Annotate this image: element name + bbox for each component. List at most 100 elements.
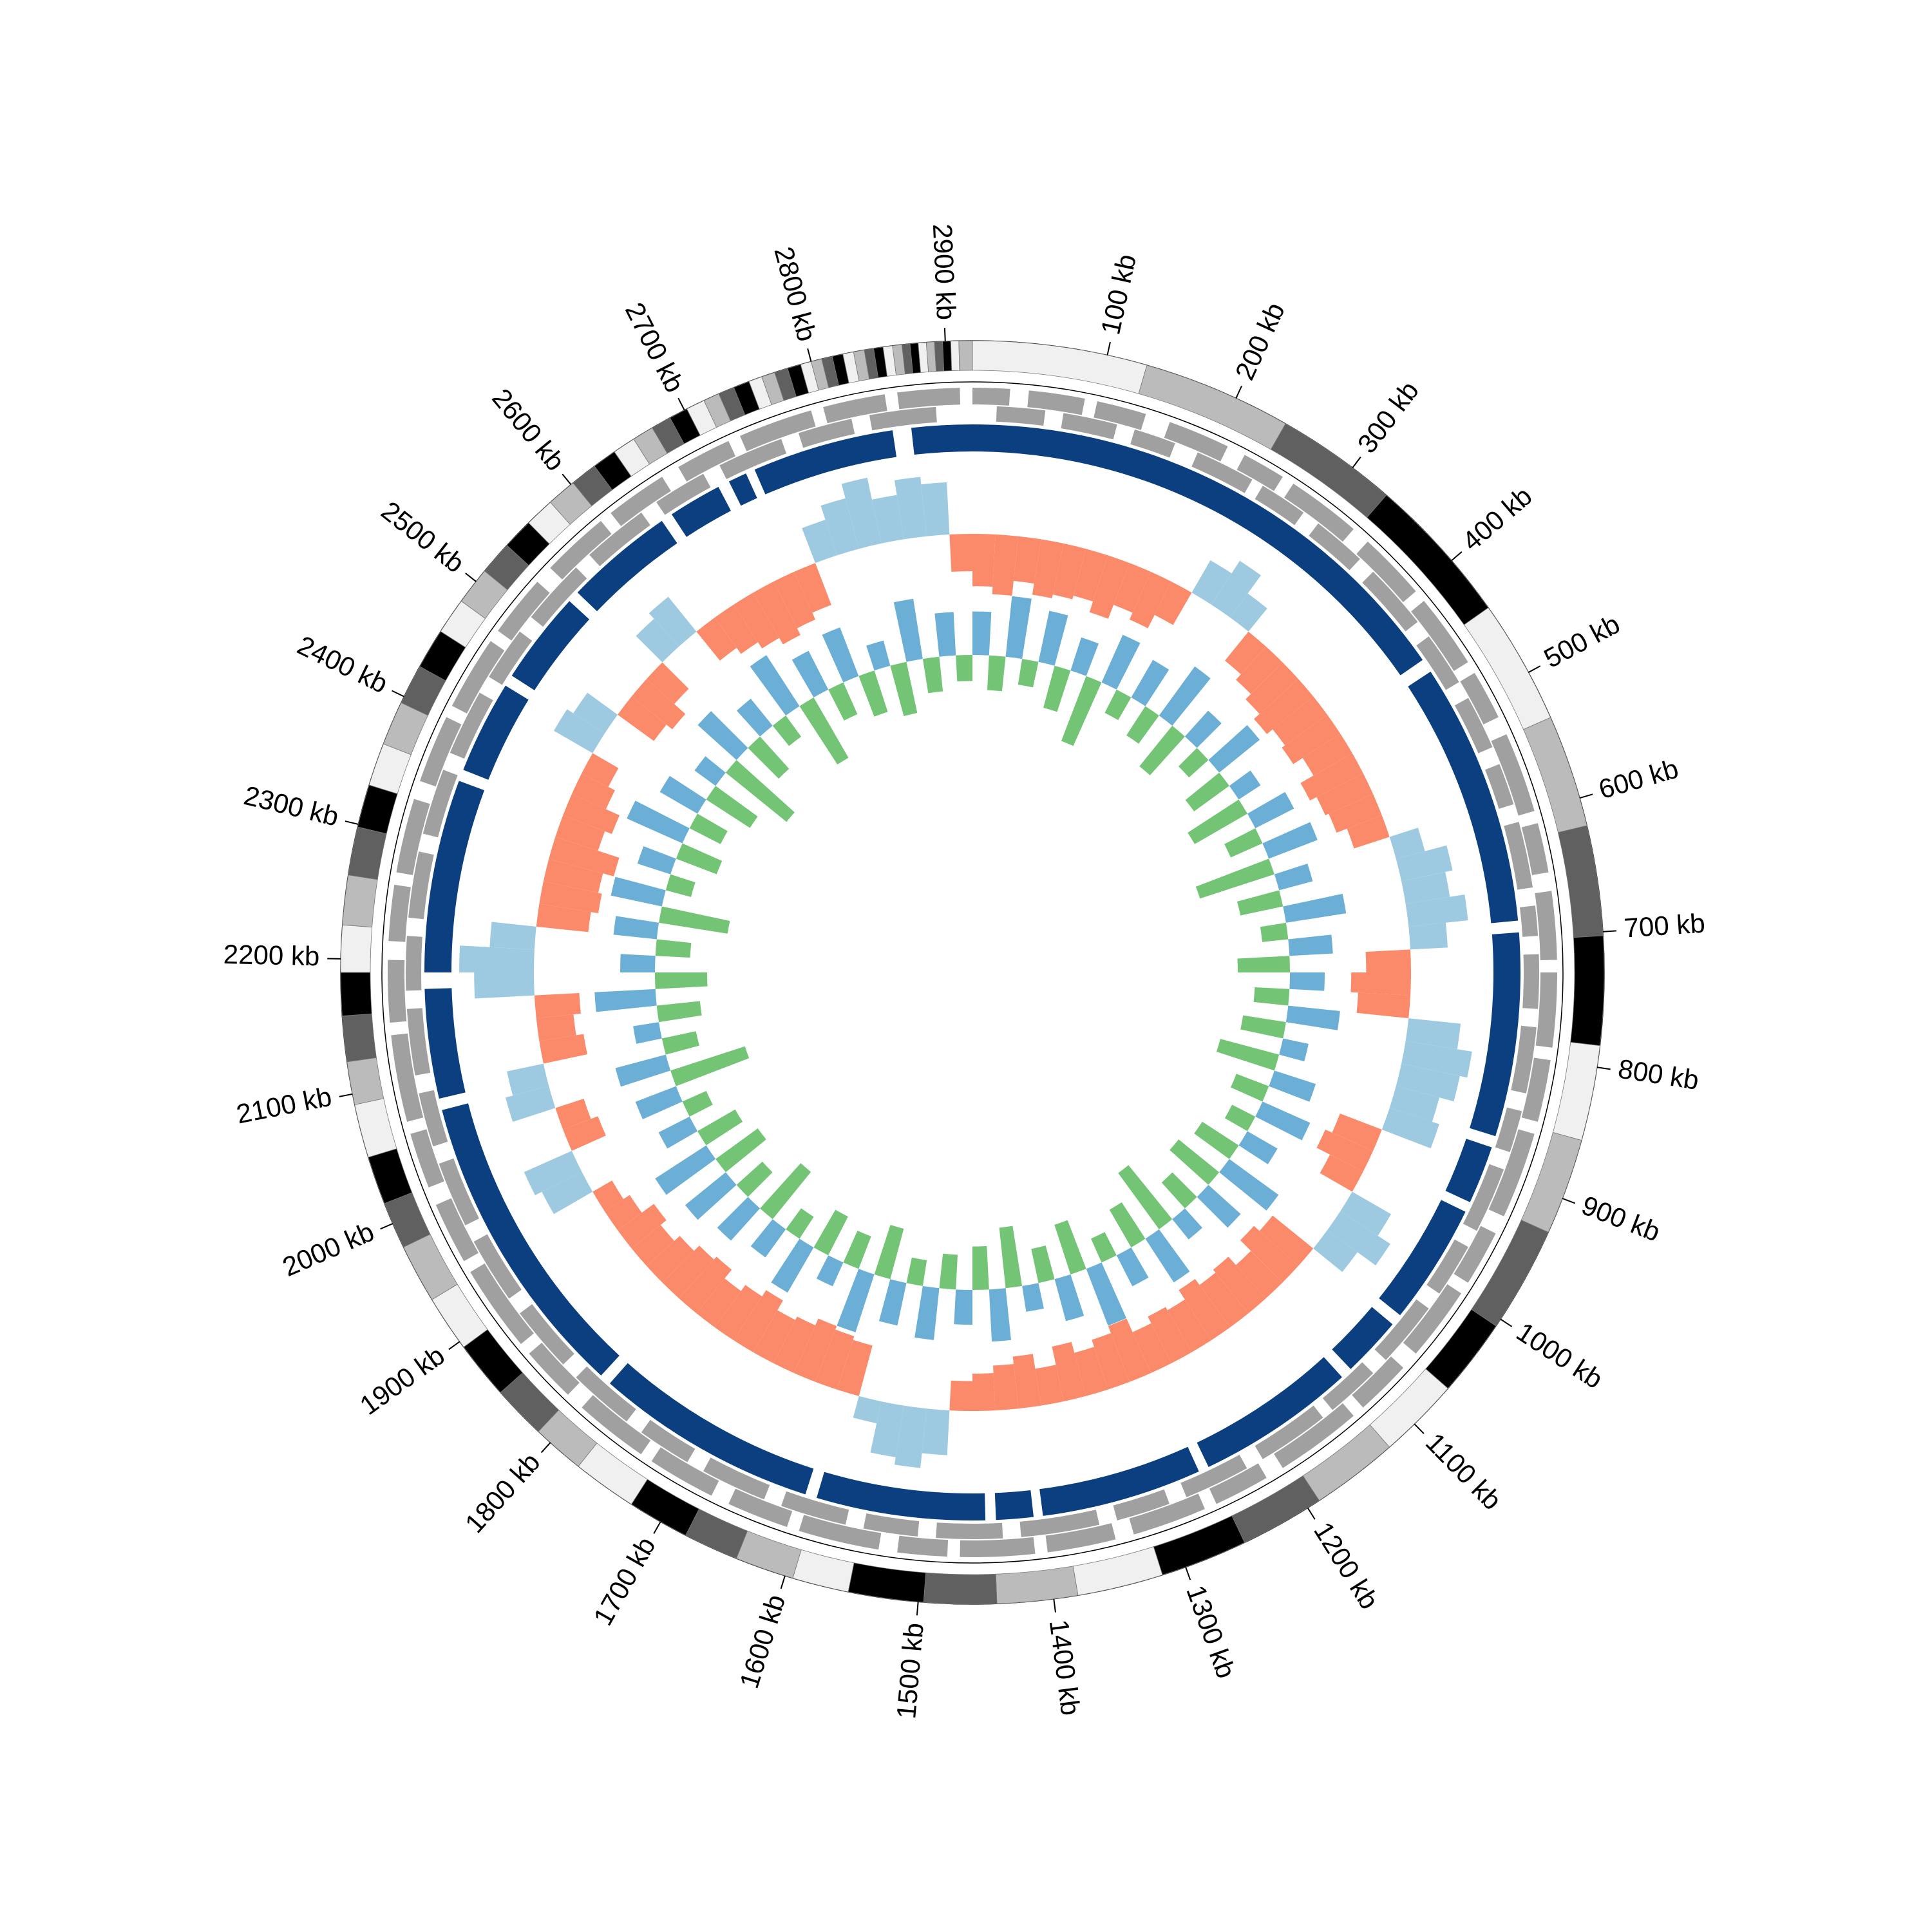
contig-band: [995, 1566, 1079, 1604]
gene-block: [1356, 541, 1416, 603]
tick-label: 100 kb: [1095, 251, 1142, 337]
track-bar: [656, 1001, 702, 1023]
track-bar: [1224, 1104, 1256, 1132]
track-bar: [636, 618, 679, 663]
tick-mark: [807, 348, 812, 362]
gene-block: [936, 1522, 1003, 1539]
track-bar: [555, 815, 605, 851]
track-bar: [794, 1318, 837, 1382]
track-bar: [1302, 734, 1352, 776]
track-bar: [571, 773, 615, 810]
gene-block: [1164, 422, 1228, 462]
track-bar: [786, 1208, 814, 1239]
track-bar: [1145, 1229, 1190, 1283]
track-bar: [536, 1014, 576, 1041]
contig-band: [340, 924, 373, 973]
track-bar: [613, 916, 659, 940]
track-bar: [822, 627, 859, 683]
track-bar: [697, 711, 748, 761]
track-bar: [1074, 1347, 1108, 1396]
track-bar: [734, 592, 780, 649]
track-bar: [611, 876, 666, 907]
track-bar: [894, 1405, 927, 1468]
gene-block: [719, 439, 787, 479]
gene-block: [1027, 390, 1085, 415]
gene-block: [470, 1263, 534, 1344]
contig-band: [1570, 935, 1605, 1046]
gene-block: [1236, 455, 1283, 491]
track-bar: [1289, 972, 1325, 991]
gene-block: [1521, 823, 1549, 875]
track-bar: [1031, 1245, 1055, 1283]
track-bar: [1089, 555, 1130, 619]
track-bar: [972, 611, 992, 656]
track-bar: [1262, 822, 1318, 859]
gene-block: [1416, 636, 1459, 690]
track-bar: [646, 1236, 694, 1283]
track-bar: [837, 1269, 875, 1332]
track-bar: [631, 1225, 675, 1266]
track-bar: [802, 520, 837, 564]
tick-mark: [1528, 665, 1541, 673]
track-bar: [637, 846, 676, 875]
track-bar: [694, 756, 726, 786]
tick-label: 1000 kb: [1511, 1316, 1609, 1394]
track-bar: [627, 800, 690, 844]
track-bar: [604, 1195, 642, 1231]
contig-segment: [671, 486, 731, 537]
track-bar: [555, 1099, 591, 1130]
gene-block: [420, 717, 462, 787]
track-bar: [696, 618, 737, 661]
gene-block: [869, 406, 937, 431]
track-bar: [1219, 1159, 1279, 1211]
track-bar: [1283, 893, 1347, 923]
track-bar: [1118, 1165, 1173, 1229]
track-bar: [753, 582, 800, 645]
track-bar: [972, 1245, 989, 1290]
tick-label: 2500 kb: [375, 495, 470, 578]
tick-label: 1500 kb: [891, 1622, 929, 1720]
gene-block: [1045, 1523, 1116, 1553]
track-bar: [631, 679, 686, 730]
gene-block: [1535, 972, 1557, 1048]
gene-block: [1129, 1493, 1205, 1535]
tick-mark: [1562, 1197, 1576, 1204]
gene-block: [798, 419, 855, 448]
track-bar: [1230, 593, 1267, 632]
track-bar: [878, 1279, 907, 1326]
tick-label: 2100 kb: [234, 1081, 334, 1130]
track-bar: [1320, 1154, 1363, 1192]
track-bar: [1260, 922, 1289, 942]
gene-block: [1521, 1057, 1551, 1122]
track-bar: [725, 760, 795, 822]
gene-block: [529, 1342, 580, 1395]
contig-segment: [442, 1103, 620, 1376]
tick-mark: [1235, 385, 1242, 399]
contig-band: [348, 826, 387, 880]
tick-label: 1800 kb: [459, 1447, 546, 1539]
track-bar: [714, 604, 759, 654]
track-bar: [1224, 828, 1263, 858]
track-bar: [1178, 748, 1209, 778]
track-bar: [828, 682, 858, 721]
track-bar: [816, 1255, 844, 1287]
track-bar: [1113, 563, 1151, 613]
track-bar: [1259, 1215, 1314, 1266]
track-bar: [748, 736, 790, 779]
track-bar: [1240, 1015, 1286, 1039]
track-bar: [1129, 571, 1172, 629]
track-bar: [922, 656, 943, 694]
track-bar: [1043, 665, 1071, 712]
track-bar: [987, 655, 1006, 692]
track-bar: [549, 837, 620, 876]
track-bar: [1389, 1086, 1440, 1122]
gene-block: [1322, 1362, 1374, 1410]
track-bar: [772, 715, 802, 746]
track-bar: [1185, 772, 1229, 811]
contig-segment: [577, 520, 677, 612]
track-bar: [658, 1116, 698, 1149]
track-bar: [837, 1340, 873, 1396]
track-bar: [1255, 1101, 1311, 1141]
track-bar: [659, 775, 706, 814]
track-bar: [939, 1253, 958, 1290]
